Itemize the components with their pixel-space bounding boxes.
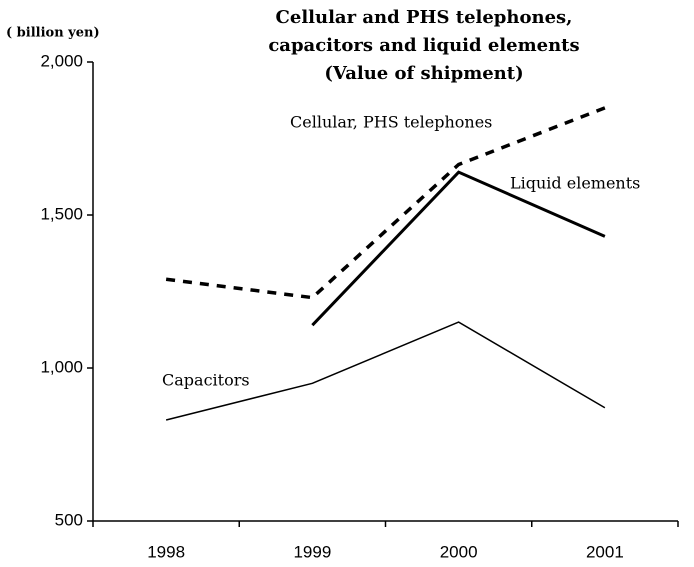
chart-title: capacitors and liquid elements [268,35,579,56]
y-tick-label: 1,500 [40,204,83,223]
chart-title: (Value of shipment) [324,63,523,84]
y-tick-label: 500 [55,510,83,529]
y-tick-label: 1,000 [40,357,83,376]
x-tick-label: 1999 [293,542,331,561]
series-label: Liquid elements [510,174,640,193]
series-line [311,170,606,327]
x-tick-label: 2000 [440,542,478,561]
series-line [165,106,606,300]
x-tick-label: 2001 [586,542,624,561]
series-line [165,321,606,421]
x-tick-label: 1998 [147,542,185,561]
chart-title: Cellular and PHS telephones, [276,7,573,28]
series-label: Cellular, PHS telephones [290,113,492,132]
series-label: Capacitors [162,371,250,390]
y-tick-label: 2,000 [40,51,83,70]
y-axis-label: ( billion yen) [6,26,100,41]
